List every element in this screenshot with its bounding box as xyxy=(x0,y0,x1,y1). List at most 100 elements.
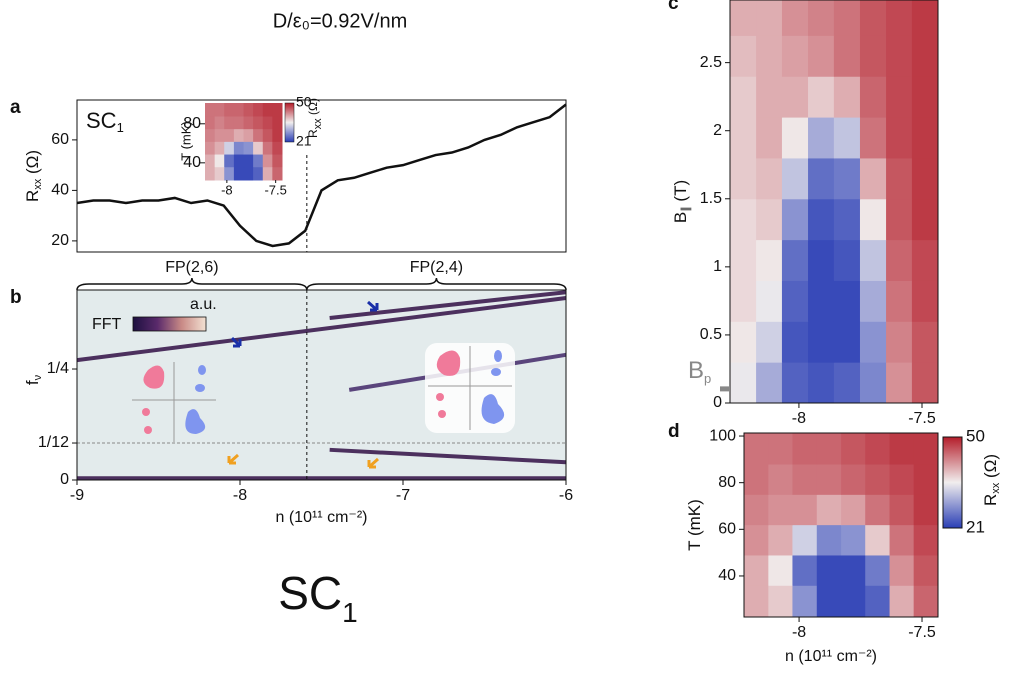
heatmap-cell xyxy=(253,154,264,168)
heatmap-cell xyxy=(214,115,225,130)
heatmap-cell xyxy=(744,494,769,526)
annotation-sub: 1 xyxy=(117,120,124,135)
heatmap-cell xyxy=(859,280,887,322)
valley-icon xyxy=(132,362,216,442)
y-tick-label: 80 xyxy=(718,474,736,491)
label-sub: ν xyxy=(32,374,44,380)
heatmap-cell xyxy=(730,157,757,200)
heatmap-cell xyxy=(911,0,939,36)
heatmap-cell xyxy=(792,554,818,586)
heatmap-cell xyxy=(886,76,913,118)
heatmap-cell xyxy=(730,362,757,404)
heatmap-cell xyxy=(859,198,887,241)
spectral-line xyxy=(329,447,567,465)
panel-label: b xyxy=(10,287,22,308)
heatmap-cell xyxy=(816,464,842,495)
heatmap-cell xyxy=(808,117,835,159)
heatmap-cell xyxy=(744,524,769,556)
heatmap-cell xyxy=(886,280,913,322)
heatmap-cell xyxy=(744,585,769,618)
heatmap-cell xyxy=(833,76,861,118)
label-sub: ∥ xyxy=(680,206,692,212)
heatmap-cell xyxy=(911,76,939,118)
heatmap-cell xyxy=(865,464,891,495)
heatmap-cell xyxy=(911,321,939,363)
heatmap-cell xyxy=(730,280,757,322)
plot-frame xyxy=(76,99,567,253)
heatmap-cell xyxy=(859,76,887,118)
heatmap-cell xyxy=(756,117,783,159)
x-axis-label: n (10¹¹ cm⁻²) xyxy=(785,648,877,665)
heatmap-cell xyxy=(886,362,913,404)
label-rest: (Ω) xyxy=(23,150,42,179)
y-tick-label: 1/12 xyxy=(38,434,69,451)
figure-title: D/ε₀=0.92V/nm xyxy=(273,10,408,32)
heatmap-cell xyxy=(781,280,809,322)
heatmap-cell xyxy=(792,585,818,618)
heatmap-cell xyxy=(859,157,887,200)
y-tick-label: 1 xyxy=(713,258,722,275)
heatmap-cell xyxy=(911,239,939,281)
x-tick-label: -7.5 xyxy=(264,182,286,197)
heatmap-cell xyxy=(233,166,245,181)
label-main: B xyxy=(671,212,690,223)
heatmap-cell xyxy=(730,321,757,363)
heatmap-cell xyxy=(859,239,887,281)
x-tick-label: -8 xyxy=(233,487,247,504)
heatmap-cell xyxy=(262,128,273,142)
heatmap-cell xyxy=(841,524,866,556)
heatmap-cell xyxy=(859,0,887,36)
x-tick-label: -8 xyxy=(221,182,233,197)
heatmap-cell xyxy=(859,117,887,159)
heatmap-cell xyxy=(859,35,887,77)
heatmap-cell xyxy=(841,464,866,495)
heatmap-cell xyxy=(889,464,915,495)
axis-label: Rxx (Ω) xyxy=(23,150,43,202)
x-tick-label: -7 xyxy=(396,487,410,504)
heatmap-cell xyxy=(730,76,757,118)
heatmap-cell xyxy=(859,362,887,404)
heatmap-cell xyxy=(833,198,861,241)
heatmap-cell xyxy=(224,166,235,181)
y-tick-label: 40 xyxy=(718,567,736,584)
heatmap-cell xyxy=(233,128,245,142)
heatmap-cell xyxy=(243,166,254,181)
label-sub: xx xyxy=(312,118,324,130)
axis-label: fν xyxy=(23,374,43,385)
heatmap-cell xyxy=(781,362,809,404)
label-main: R xyxy=(23,190,42,202)
heatmap-cell xyxy=(205,154,216,168)
heatmap-cell xyxy=(243,141,254,155)
heatmap-cell xyxy=(911,157,939,200)
decorations xyxy=(132,300,515,469)
heatmap-cell xyxy=(272,128,283,142)
bracket-label: FP(2,6) xyxy=(165,259,218,276)
heatmap-cell xyxy=(243,103,254,117)
heatmap-cell xyxy=(911,198,939,241)
heatmap-cell xyxy=(889,554,915,586)
heatmap-cell xyxy=(224,154,235,168)
heatmap-cell xyxy=(833,35,861,77)
heatmap-cell xyxy=(214,103,225,117)
y-tick-label: 2 xyxy=(713,122,722,139)
heatmap-cell xyxy=(768,433,793,465)
heatmap-cell xyxy=(886,117,913,159)
heatmap-cell xyxy=(262,154,273,168)
heatmap-cell xyxy=(816,494,842,526)
heatmap-cell xyxy=(833,239,861,281)
panel-label: a xyxy=(10,97,21,118)
heatmap-cell xyxy=(808,198,835,241)
heatmap-cell xyxy=(833,157,861,200)
heatmap-cell xyxy=(886,321,913,363)
heatmap-cell xyxy=(262,103,273,117)
y-tick-label: 1.5 xyxy=(700,190,722,207)
spectral-line xyxy=(76,296,567,363)
heatmap-cell xyxy=(205,103,216,117)
heatmap-cell xyxy=(816,433,842,465)
heatmap-cell xyxy=(262,115,273,130)
heatmap-cell xyxy=(756,239,783,281)
colorbar xyxy=(284,102,295,143)
heatmap-cell xyxy=(272,141,283,155)
